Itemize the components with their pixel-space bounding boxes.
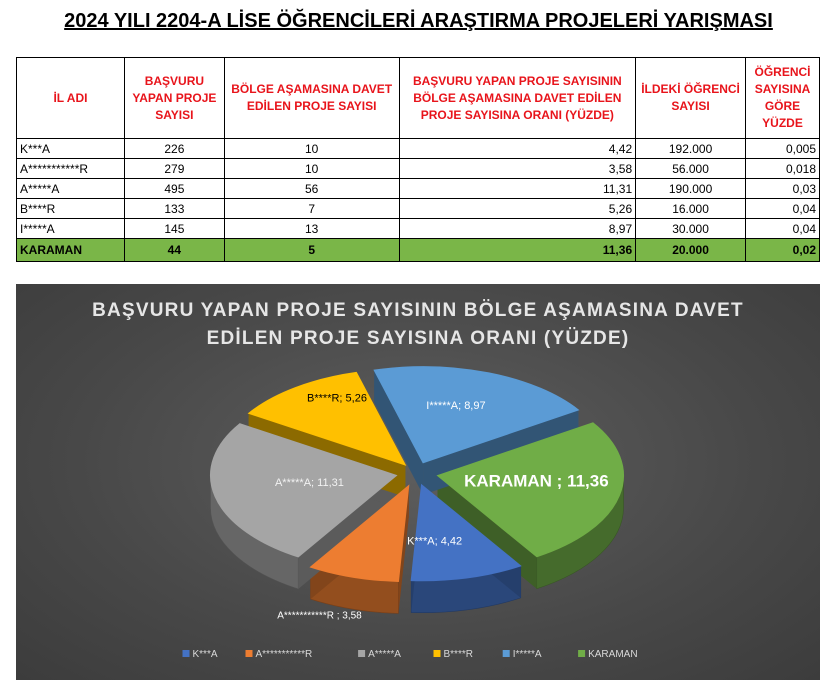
table-row: A***********R 279 10 3,58 56.000 0,018 <box>16 158 821 179</box>
column-header-basvuru: BAŞVURU YAPAN PROJE SAYISI <box>123 57 225 139</box>
cell-ogrenci: 190.000 <box>635 178 746 199</box>
cell-ogrenci: 192.000 <box>635 138 746 159</box>
cell-yuzde: 0,018 <box>744 158 821 179</box>
table-header-row: İL ADI BAŞVURU YAPAN PROJE SAYISI BÖLGE … <box>16 57 821 139</box>
cell-oran: 11,36 <box>398 238 637 262</box>
data-label: A***********R ; 3,58 <box>277 610 362 621</box>
pie-slice-br-3 <box>247 371 407 466</box>
cell-yuzde: 0,04 <box>744 218 821 239</box>
table-row: I*****A 145 13 8,97 30.000 0,04 <box>16 218 821 239</box>
cell-oran: 8,97 <box>398 218 637 239</box>
legend-swatch <box>358 650 366 657</box>
table-row-karaman: KARAMAN 44 5 11,36 20.000 0,02 <box>16 238 821 262</box>
cell-ogrenci: 56.000 <box>635 158 746 179</box>
cell-il-adi: A***********R <box>16 158 125 179</box>
column-header-davet: BÖLGE AŞAMASINA DAVET EDİLEN PROJE SAYIS… <box>223 57 400 139</box>
cell-basvuru: 133 <box>123 198 225 219</box>
pie-slice-ar-1 <box>309 484 410 582</box>
page-title: 2024 YILI 2204-A LİSE ÖĞRENCİLERİ ARAŞTI… <box>64 10 773 32</box>
data-label: B****R; 5,26 <box>307 393 367 405</box>
cell-yuzde: 0,02 <box>744 238 821 262</box>
cell-oran: 3,58 <box>398 158 637 179</box>
cell-basvuru: 279 <box>123 158 225 179</box>
cell-davet: 5 <box>223 238 400 262</box>
chart-title-line: BAŞVURU YAPAN PROJE SAYISININ BÖLGE AŞAM… <box>92 300 744 321</box>
legend-entry: K***A <box>193 649 218 660</box>
cell-il-adi: K***A <box>16 138 125 159</box>
legend-entry: I*****A <box>513 649 542 660</box>
data-label: A*****A; 11,31 <box>275 477 344 489</box>
cell-yuzde: 0,04 <box>744 198 821 219</box>
data-label: KARAMAN ; 11,36 <box>464 472 609 491</box>
data-label: K***A; 4,42 <box>407 535 462 547</box>
pie-chart: BAŞVURU YAPAN PROJE SAYISININ BÖLGE AŞAM… <box>92 300 744 660</box>
pie-slice-ka-0 <box>410 483 522 582</box>
column-header-il-adi: İL ADI <box>16 57 125 139</box>
column-header-yuzde: ÖĞRENCİ SAYISINA GÖRE YÜZDE <box>744 57 821 139</box>
pie-slice-aa-2 <box>210 423 398 558</box>
cell-davet: 7 <box>223 198 400 219</box>
table-row: K***A 226 10 4,42 192.000 0,005 <box>16 138 821 159</box>
legend-swatch <box>245 650 253 657</box>
column-header-oran: BAŞVURU YAPAN PROJE SAYISININ BÖLGE AŞAM… <box>398 57 637 139</box>
cell-basvuru: 226 <box>123 138 225 159</box>
legend-entry: A*****A <box>368 649 401 660</box>
cell-yuzde: 0,005 <box>744 138 821 159</box>
chart-title: BAŞVURU YAPAN PROJE SAYISININ BÖLGE AŞAM… <box>92 300 744 349</box>
legend-swatch <box>433 650 441 657</box>
cell-ogrenci: 16.000 <box>635 198 746 219</box>
cell-basvuru: 44 <box>123 238 225 262</box>
pie-slice-ia-4 <box>373 366 580 464</box>
pie-slice-ia-4-wall <box>374 370 424 495</box>
cell-yuzde: 0,03 <box>744 178 821 199</box>
cell-davet: 10 <box>223 138 400 159</box>
legend-entry: A***********R <box>256 649 313 660</box>
chart-title-line: EDİLEN PROJE SAYISINA ORANI (YÜZDE) <box>207 328 630 349</box>
chart-legend: K***A A***********R A*****A B****R I*****A KA… <box>182 649 638 660</box>
cell-il-adi: A*****A <box>16 178 125 199</box>
legend-swatch <box>182 650 190 657</box>
data-table: İL ADI BAŞVURU YAPAN PROJE SAYISI BÖLGE … <box>16 57 821 262</box>
column-header-ogrenci: İLDEKİ ÖĞRENCİ SAYISI <box>635 57 746 139</box>
cell-il-adi: I*****A <box>16 218 125 239</box>
cell-oran: 11,31 <box>398 178 637 199</box>
legend-swatch <box>578 650 586 657</box>
pie-chart-panel: BAŞVURU YAPAN PROJE SAYISININ BÖLGE AŞAM… <box>16 284 820 680</box>
cell-davet: 56 <box>223 178 400 199</box>
table-row: A*****A 495 56 11,31 190.000 0,03 <box>16 178 821 199</box>
legend-entry: B****R <box>444 649 473 660</box>
pie-slice-karaman-5 <box>436 422 624 558</box>
cell-il-adi: KARAMAN <box>16 238 125 262</box>
legend-entry: KARAMAN <box>588 649 637 660</box>
table-row: B****R 133 7 5,26 16.000 0,04 <box>16 198 821 219</box>
cell-basvuru: 495 <box>123 178 225 199</box>
cell-basvuru: 145 <box>123 218 225 239</box>
cell-oran: 4,42 <box>398 138 637 159</box>
legend-swatch <box>502 650 510 657</box>
cell-ogrenci: 20.000 <box>635 238 746 262</box>
cell-davet: 13 <box>223 218 400 239</box>
cell-il-adi: B****R <box>16 198 125 219</box>
cell-davet: 10 <box>223 158 400 179</box>
data-label: I*****A; 8,97 <box>426 400 485 412</box>
cell-oran: 5,26 <box>398 198 637 219</box>
cell-ogrenci: 30.000 <box>635 218 746 239</box>
